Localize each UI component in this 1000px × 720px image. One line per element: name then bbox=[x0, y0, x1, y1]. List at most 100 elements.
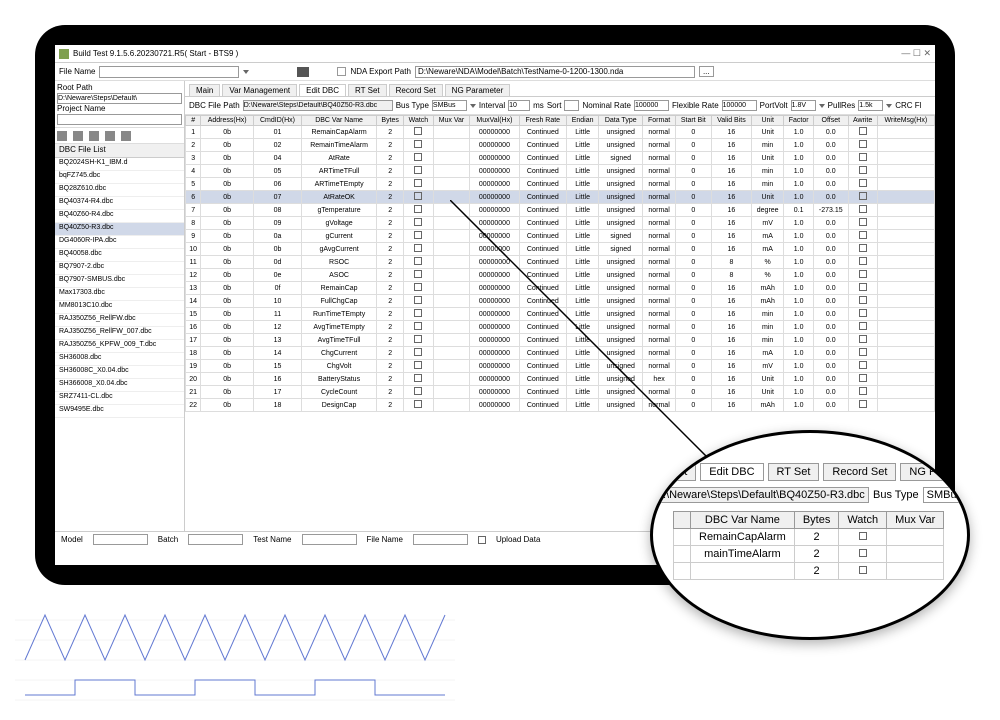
table-row[interactable]: 200b16BatteryStatus200000000ContinuedLit… bbox=[186, 373, 935, 386]
file-item[interactable]: BQ7907-SMBUS.dbc bbox=[55, 275, 184, 288]
testname-input[interactable] bbox=[302, 534, 357, 545]
ms-label: ms bbox=[533, 101, 544, 110]
mag-row[interactable]: 2 bbox=[674, 563, 944, 580]
tool-icon[interactable] bbox=[73, 131, 83, 141]
titlebar: Build Test 9.1.5.6.20230721.R5( Start - … bbox=[55, 45, 935, 63]
upload-checkbox[interactable] bbox=[478, 536, 486, 544]
tool-icon[interactable] bbox=[121, 131, 131, 141]
table-row[interactable]: 20b02RemainTimeAlarm200000000ContinuedLi… bbox=[186, 139, 935, 152]
table-row[interactable]: 220b18DesignCap200000000ContinuedLittleu… bbox=[186, 399, 935, 412]
mag-bustype-select[interactable] bbox=[923, 487, 963, 503]
file-item[interactable]: BQ40374-R4.dbc bbox=[55, 197, 184, 210]
file-item[interactable]: BQ2024SH-K1_IBM.d bbox=[55, 158, 184, 171]
nominal-input[interactable] bbox=[634, 100, 669, 111]
table-row[interactable]: 10b01RemainCapAlarm200000000ContinuedLit… bbox=[186, 126, 935, 139]
table-row[interactable]: 100b0bgAvgCurrent200000000ContinuedLittl… bbox=[186, 243, 935, 256]
table-row[interactable]: 150b11RunTimeTEmpty200000000ContinuedLit… bbox=[186, 308, 935, 321]
table-row[interactable]: 80b09gVoltage200000000ContinuedLittleuns… bbox=[186, 217, 935, 230]
file-name-input[interactable] bbox=[99, 66, 239, 78]
sort-input[interactable] bbox=[564, 100, 579, 111]
file-item[interactable]: SRZ7411-CL.dbc bbox=[55, 392, 184, 405]
interval-input[interactable] bbox=[508, 100, 530, 111]
file-item[interactable]: BQ40Z50-R3.dbc bbox=[55, 223, 184, 236]
tab[interactable]: Main bbox=[189, 84, 220, 96]
mag-tab[interactable]: RT Set bbox=[768, 463, 820, 481]
dropdown-icon[interactable] bbox=[819, 104, 825, 108]
table-row[interactable]: 210b17CycleCount200000000ContinuedLittle… bbox=[186, 386, 935, 399]
file-item[interactable]: RAJ350Z56_KPFW_009_T.dbc bbox=[55, 340, 184, 353]
file-item[interactable]: SW9495E.dbc bbox=[55, 405, 184, 418]
file-item[interactable]: DG4060R-IPA.dbc bbox=[55, 236, 184, 249]
table-row[interactable]: 140b10FullChgCap200000000ContinuedLittle… bbox=[186, 295, 935, 308]
file-item[interactable]: BQ40058.dbc bbox=[55, 249, 184, 262]
mag-tabs: entEdit DBC RT SetRecord SetNG Parameter bbox=[650, 463, 970, 481]
project-name-input[interactable] bbox=[57, 114, 182, 125]
table-row[interactable]: 50b06ARTimeTEmpty200000000ContinuedLittl… bbox=[186, 178, 935, 191]
dbc-path-label: DBC File Path bbox=[189, 101, 240, 110]
table-row[interactable]: 160b12AvgTimeTEmpty200000000ContinuedLit… bbox=[186, 321, 935, 334]
dropdown-icon[interactable] bbox=[243, 70, 249, 74]
table-row[interactable]: 60b07AtRateOK200000000ContinuedLittleuns… bbox=[186, 191, 935, 204]
checkbox-icon[interactable] bbox=[337, 67, 346, 76]
mag-tab[interactable]: Record Set bbox=[823, 463, 896, 481]
mag-row[interactable]: RemainCapAlarm2 bbox=[674, 529, 944, 546]
tab[interactable]: NG Parameter bbox=[445, 84, 511, 96]
browse-button[interactable]: ... bbox=[699, 66, 714, 77]
file-item[interactable]: SH36008.dbc bbox=[55, 353, 184, 366]
tool-icon[interactable] bbox=[105, 131, 115, 141]
tool-icon[interactable] bbox=[89, 131, 99, 141]
table-row[interactable]: 170b13AvgTimeTFull200000000ContinuedLitt… bbox=[186, 334, 935, 347]
root-path-input[interactable] bbox=[57, 93, 182, 104]
folder-icon[interactable] bbox=[297, 67, 309, 77]
tab[interactable]: Record Set bbox=[389, 84, 443, 96]
nda-export-label: NDA Export Path bbox=[350, 67, 410, 76]
pullres-input[interactable] bbox=[858, 100, 883, 111]
tab[interactable]: Edit DBC bbox=[299, 84, 346, 96]
file-list: BQ2024SH-K1_IBM.dbqFZ745.dbcBQ28Z610.dbc… bbox=[55, 158, 184, 531]
upload-label: Upload Data bbox=[496, 535, 540, 544]
table-row[interactable]: 40b05ARTimeTFull200000000ContinuedLittle… bbox=[186, 165, 935, 178]
table-row[interactable]: 180b14ChgCurrent200000000ContinuedLittle… bbox=[186, 347, 935, 360]
file-item[interactable]: RAJ350Z56_RellFW_007.dbc bbox=[55, 327, 184, 340]
interval-label: Interval bbox=[479, 101, 505, 110]
file-item[interactable]: BQ40Z60-R4.dbc bbox=[55, 210, 184, 223]
tab[interactable]: Var Management bbox=[222, 84, 297, 96]
table-row[interactable]: 90b0agCurrent200000000ContinuedLittlesig… bbox=[186, 230, 935, 243]
dropdown-icon[interactable] bbox=[470, 104, 476, 108]
dropdown-icon[interactable] bbox=[886, 104, 892, 108]
top-row: File Name NDA Export Path ... bbox=[55, 63, 935, 81]
table-row[interactable]: 190b15ChgVolt200000000ContinuedLittleuns… bbox=[186, 360, 935, 373]
file-item[interactable]: MM8013C10.dbc bbox=[55, 301, 184, 314]
flexible-input[interactable] bbox=[722, 100, 757, 111]
mag-tab[interactable]: NG Parameter bbox=[900, 463, 970, 481]
file-item[interactable]: bqFZ745.dbc bbox=[55, 171, 184, 184]
testname-label: Test Name bbox=[253, 535, 291, 544]
table-row[interactable]: 30b04AtRate200000000ContinuedLittlesigne… bbox=[186, 152, 935, 165]
file-item[interactable]: SH36008C_X0.04.dbc bbox=[55, 366, 184, 379]
portvolt-input[interactable] bbox=[791, 100, 816, 111]
dbc-grid[interactable]: #Address(Hx)CmdID(Hx)DBC Var NameBytesWa… bbox=[185, 115, 935, 412]
file-item[interactable]: RAJ350Z56_RellFW.dbc bbox=[55, 314, 184, 327]
mag-path-input[interactable] bbox=[659, 487, 869, 503]
filename-input[interactable] bbox=[413, 534, 468, 545]
batch-label: Batch bbox=[158, 535, 178, 544]
mag-row[interactable]: mainTimeAlarm2 bbox=[674, 546, 944, 563]
table-row[interactable]: 110b0dRSOC200000000ContinuedLittleunsign… bbox=[186, 256, 935, 269]
bustype-select[interactable] bbox=[432, 100, 467, 111]
mag-tab[interactable]: ent bbox=[663, 463, 696, 481]
file-item[interactable]: BQ7907-2.dbc bbox=[55, 262, 184, 275]
window-buttons[interactable]: — ☐ ✕ bbox=[901, 48, 931, 59]
nda-export-input[interactable] bbox=[415, 66, 695, 78]
mag-tab[interactable]: Edit DBC bbox=[700, 463, 763, 481]
table-row[interactable]: 120b0eASOC200000000ContinuedLittleunsign… bbox=[186, 269, 935, 282]
dbc-path-input[interactable] bbox=[243, 100, 393, 111]
file-item[interactable]: SH366008_X0.04.dbc bbox=[55, 379, 184, 392]
file-item[interactable]: Max17303.dbc bbox=[55, 288, 184, 301]
model-input[interactable] bbox=[93, 534, 148, 545]
table-row[interactable]: 70b08gTemperature200000000ContinuedLittl… bbox=[186, 204, 935, 217]
table-row[interactable]: 130b0fRemainCap200000000ContinuedLittleu… bbox=[186, 282, 935, 295]
tool-icon[interactable] bbox=[57, 131, 67, 141]
file-item[interactable]: BQ28Z610.dbc bbox=[55, 184, 184, 197]
tab[interactable]: RT Set bbox=[348, 84, 387, 96]
batch-input[interactable] bbox=[188, 534, 243, 545]
